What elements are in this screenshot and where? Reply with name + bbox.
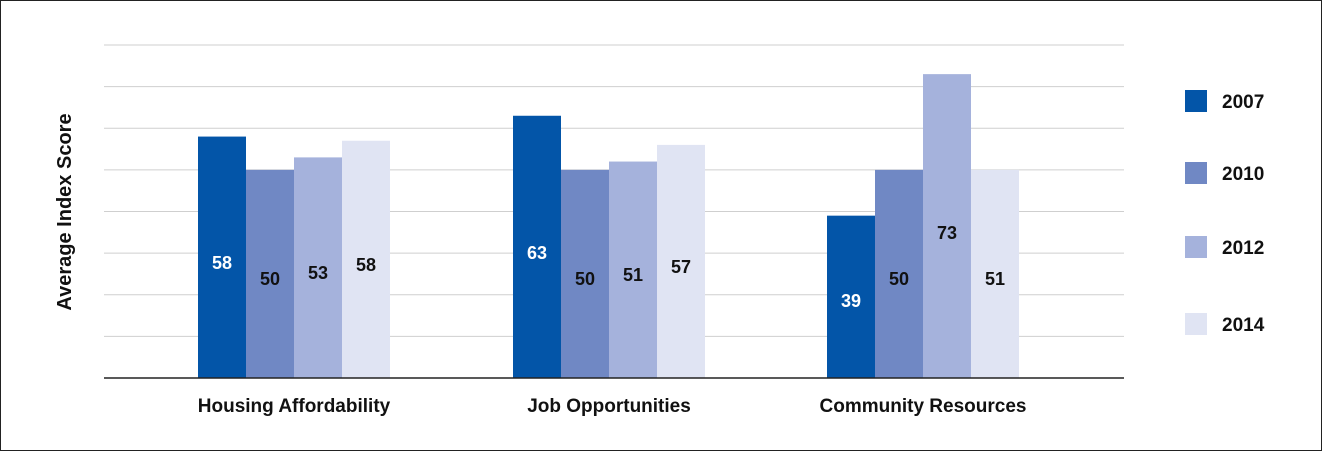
bar-label-2014-0: 58 [356,255,376,275]
category-label-0: Housing Affordability [198,396,391,417]
bar-2014-1 [657,144,705,378]
bar-2010-2 [875,169,923,378]
y-axis-label: Average Index Score [54,113,76,310]
bar-label-2010-0: 50 [260,269,280,289]
bar-2014-2 [971,169,1019,378]
legend: 2007 2010 2012 2014 [1185,90,1265,336]
bar-2010-0 [246,169,294,378]
legend-swatch-2014 [1185,313,1207,335]
category-label-1: Job Opportunities [527,396,691,417]
bar-label-2007-0: 58 [212,253,232,273]
bar-2007-1 [513,115,561,378]
bar-2014-0 [342,140,390,378]
bar-label-2007-1: 63 [527,243,547,263]
bar-2007-2 [827,215,875,378]
bar-label-2010-2: 50 [889,269,909,289]
bar-label-2014-1: 57 [671,257,691,277]
bar-2010-1 [561,169,609,378]
bar-2007-0 [198,136,246,378]
bar-label-2007-2: 39 [841,291,861,311]
legend-swatch-2007 [1185,90,1207,112]
bar-label-2012-1: 51 [623,265,643,285]
legend-label-2007: 2007 [1222,92,1264,113]
legend-label-2012: 2012 [1222,238,1264,259]
bar-label-2010-1: 50 [575,269,595,289]
bar-2012-1 [609,161,657,378]
bar-2012-2 [923,74,971,378]
category-label-2: Community Resources [820,396,1027,417]
bars [198,74,1019,378]
bar-2012-0 [294,157,342,378]
bar-label-2012-0: 53 [308,263,328,283]
bar-label-2014-2: 51 [985,269,1005,289]
bar-label-2012-2: 73 [937,223,957,243]
legend-swatch-2012 [1185,236,1207,258]
legend-swatch-2010 [1185,162,1207,184]
legend-label-2010: 2010 [1222,164,1264,185]
category-labels: Housing Affordability Job Opportunities Co… [198,396,1027,417]
legend-label-2014: 2014 [1222,315,1265,336]
bar-data-labels: 58 50 53 58 63 50 51 57 39 50 73 51 [212,223,1005,311]
